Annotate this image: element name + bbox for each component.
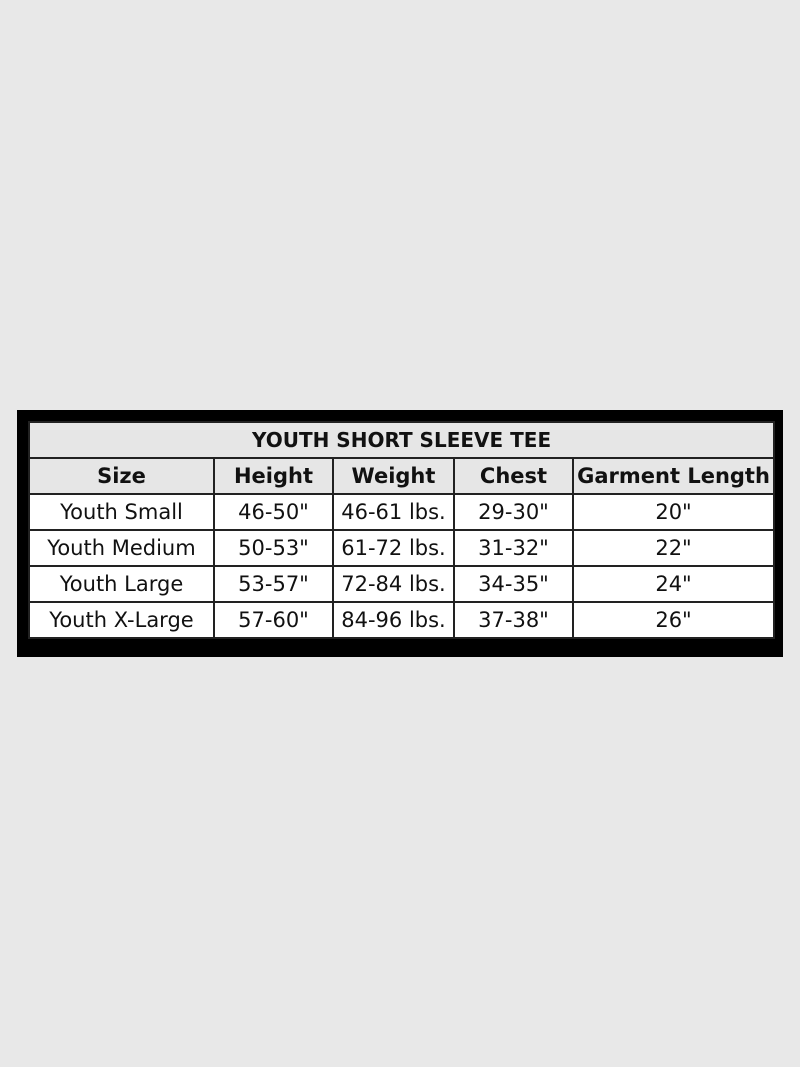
cell: 84-96 lbs. — [332, 601, 455, 639]
table-row: Youth Medium 50-53" 61-72 lbs. 31-32" 22" — [28, 529, 776, 567]
cell: 20" — [571, 493, 776, 531]
cell: 46-50" — [213, 493, 334, 531]
cell: Youth X-Large — [28, 601, 215, 639]
cell: 53-57" — [213, 565, 334, 603]
cell: 22" — [571, 529, 776, 567]
table-row: Youth Large 53-57" 72-84 lbs. 34-35" 24" — [28, 565, 776, 603]
cell: 29-30" — [453, 493, 574, 531]
cell: Youth Small — [28, 493, 215, 531]
header-size: Size — [28, 457, 215, 495]
size-chart-table: YOUTH SHORT SLEEVE TEE Size Height Weigh… — [27, 421, 776, 639]
cell: 26" — [571, 601, 776, 639]
header-weight: Weight — [332, 457, 455, 495]
cell: 24" — [571, 565, 776, 603]
cell: 50-53" — [213, 529, 334, 567]
header-chest: Chest — [453, 457, 574, 495]
cell: 31-32" — [453, 529, 574, 567]
cell: 61-72 lbs. — [332, 529, 455, 567]
header-height: Height — [213, 457, 334, 495]
cell: Youth Large — [28, 565, 215, 603]
header-garment-length: Garment Length — [571, 457, 776, 495]
cell: 57-60" — [213, 601, 334, 639]
cell: Youth Medium — [28, 529, 215, 567]
cell: 72-84 lbs. — [332, 565, 455, 603]
table-row: Youth X-Large 57-60" 84-96 lbs. 37-38" 26" — [28, 601, 776, 639]
cell: 34-35" — [453, 565, 574, 603]
header-row: Size Height Weight Chest Garment Length — [28, 457, 776, 495]
table-title: YOUTH SHORT SLEEVE TEE — [27, 421, 776, 459]
table-row: Youth Small 46-50" 46-61 lbs. 29-30" 20" — [28, 493, 776, 531]
cell: 37-38" — [453, 601, 574, 639]
cell: 46-61 lbs. — [332, 493, 455, 531]
title-row: YOUTH SHORT SLEEVE TEE — [27, 421, 776, 459]
